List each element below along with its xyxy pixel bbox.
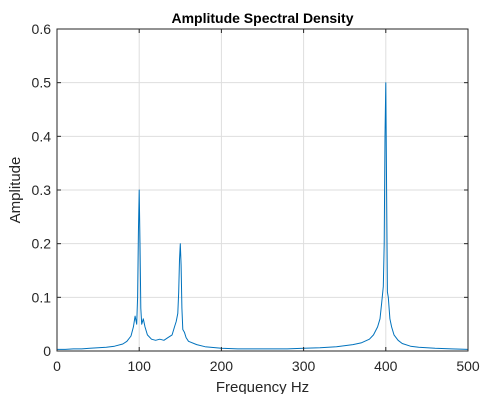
- x-axis-label: Frequency Hz: [216, 379, 309, 394]
- x-tick-label: 100: [128, 358, 152, 374]
- grid-lines: [57, 29, 468, 351]
- x-tick-label: 0: [53, 358, 61, 374]
- spectrum-line: [57, 82, 469, 350]
- chart-title: Amplitude Spectral Density: [171, 10, 353, 26]
- y-tick-label: 0.3: [32, 182, 52, 198]
- y-tick-label: 0.5: [32, 75, 52, 91]
- y-axis-label: Amplitude: [7, 157, 24, 224]
- x-axis-tick-labels: 0 100 200 300 400 500: [53, 358, 480, 374]
- y-tick-label: 0.2: [32, 236, 52, 252]
- y-tick-label: 0.4: [32, 128, 52, 144]
- y-tick-label: 0.6: [32, 21, 52, 37]
- y-tick-label: 0: [43, 343, 51, 359]
- axis-ticks: [56, 28, 469, 352]
- spectrum-series: [57, 82, 469, 350]
- y-tick-label: 0.1: [32, 289, 52, 305]
- y-axis-tick-labels: 0 0.1 0.2 0.3 0.4 0.5 0.6: [32, 21, 52, 359]
- x-tick-label: 500: [456, 358, 480, 374]
- x-tick-label: 400: [374, 358, 398, 374]
- x-tick-label: 300: [292, 358, 316, 374]
- x-tick-label: 200: [210, 358, 234, 374]
